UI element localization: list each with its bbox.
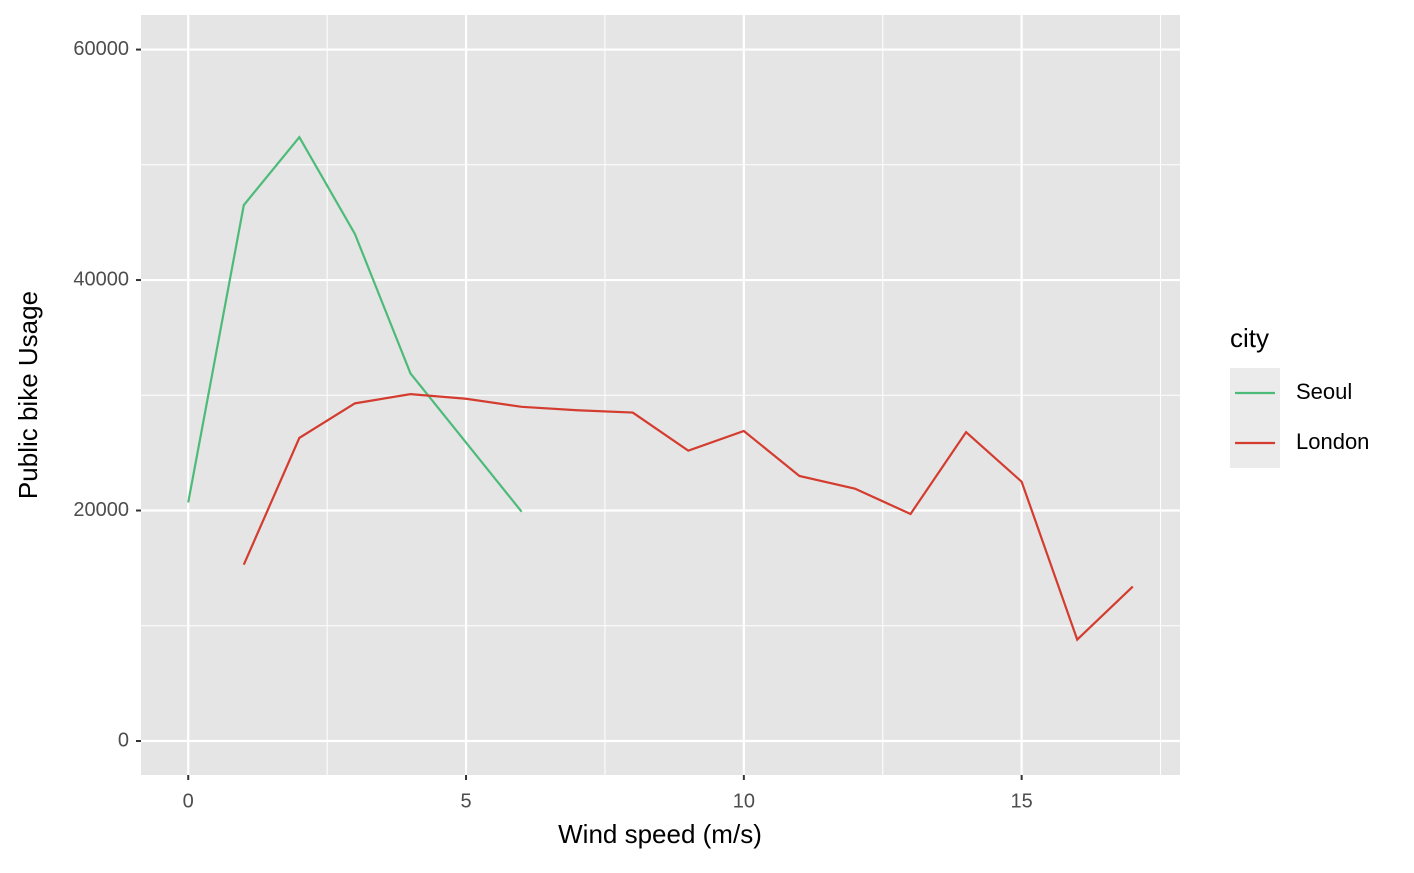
legend-key-background [1230,368,1280,468]
y-tick-label: 60000 [73,38,129,60]
x-tick-label: 5 [460,790,471,812]
legend-label: Seoul [1296,379,1352,404]
x-tick-label: 10 [733,790,755,812]
y-axis-title: Public bike Usage [13,291,43,499]
y-tick-label: 40000 [73,268,129,290]
series-line [242,393,1134,642]
series-line [187,135,523,513]
x-tick-label: 0 [183,790,194,812]
legend-title: city [1230,323,1269,353]
x-tick-label: 15 [1011,790,1033,812]
legend-label: London [1296,429,1369,454]
x-axis-title: Wind speed (m/s) [558,819,762,849]
y-tick-label: 0 [118,729,129,751]
y-tick-label: 20000 [73,499,129,521]
